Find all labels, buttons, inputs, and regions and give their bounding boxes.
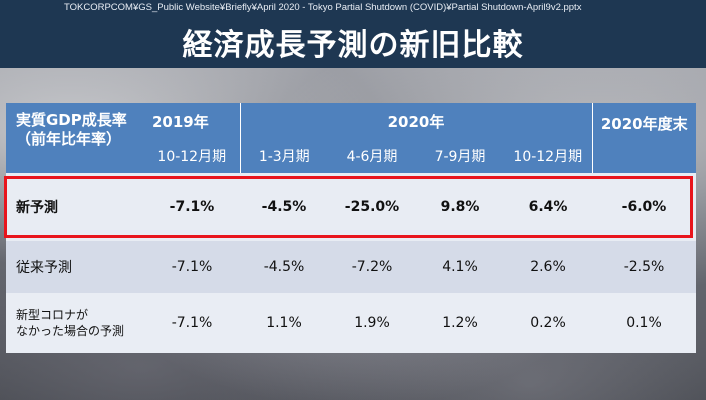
row-label: 従来予測 — [6, 241, 144, 293]
table-cell: -7.1% — [144, 293, 240, 353]
table-row-new-forecast: 新予測 -7.1% -4.5% -25.0% 9.8% 6.4% -6.0% — [6, 173, 696, 241]
table-cell: -4.5% — [240, 173, 328, 241]
table-cell: 1.2% — [416, 293, 504, 353]
table-row-no-covid-forecast: 新型コロナが なかった場合の予測 -7.1% 1.1% 1.9% 1.2% 0.… — [6, 293, 696, 353]
slide-title: 経済成長予測の新旧比較 — [182, 28, 524, 63]
table-cell: 0.2% — [504, 293, 592, 353]
table-cell: -4.5% — [240, 241, 328, 293]
table-cell: -25.0% — [328, 173, 416, 241]
table-cell: 9.8% — [416, 173, 504, 241]
table-cell: 6.4% — [504, 173, 592, 241]
table-row-previous-forecast: 従来予測 -7.1% -4.5% -7.2% 4.1% 2.6% -2.5% — [6, 241, 696, 293]
row-label: 新型コロナが なかった場合の予測 — [6, 293, 144, 353]
table-cell: 1.9% — [328, 293, 416, 353]
table-cell: -7.1% — [144, 173, 240, 241]
table-cell: 2.6% — [504, 241, 592, 293]
gdp-comparison-table: 実質GDP成長率 （前年比年率） 2019年 2020年 2020年度末 10-… — [6, 103, 696, 353]
table-header-row: 実質GDP成長率 （前年比年率） 2019年 2020年 2020年度末 — [6, 103, 696, 173]
row-label-line1: 新型コロナが — [16, 308, 89, 322]
table-cell: 1.1% — [240, 293, 328, 353]
slide-header: TOKCORPCOM¥GS_Public Website¥Briefly¥Apr… — [0, 0, 706, 68]
table-cell: -2.5% — [592, 241, 696, 293]
period-header: 10-12月期 — [144, 139, 240, 173]
row-label: 新予測 — [6, 173, 144, 241]
period-header-row: 10-12月期 1-3月期 4-6月期 7-9月期 10-12月期 — [6, 139, 696, 173]
period-header: 4-6月期 — [328, 139, 416, 173]
metric-label-line2: （前年比年率） — [16, 130, 122, 148]
period-header: 10-12月期 — [504, 139, 592, 173]
table-cell: -6.0% — [592, 173, 696, 241]
highlight-box — [4, 176, 693, 238]
table-cell: 4.1% — [416, 241, 504, 293]
table-cell: -7.2% — [328, 241, 416, 293]
period-header: 7-9月期 — [416, 139, 504, 173]
table-cell: 0.1% — [592, 293, 696, 353]
fiscal-2020-header: 2020年度末 — [591, 103, 696, 173]
year-2020-header: 2020年 — [239, 103, 592, 139]
file-path-text: TOKCORPCOM¥GS_Public Website¥Briefly¥Apr… — [64, 2, 582, 13]
year-2019-header: 2019年 — [144, 103, 240, 139]
metric-label-line1: 実質GDP成長率 — [16, 111, 127, 129]
period-header: 1-3月期 — [239, 139, 328, 173]
metric-header-cell: 実質GDP成長率 （前年比年率） — [6, 103, 144, 173]
row-label-line2: なかった場合の予測 — [16, 324, 125, 338]
table-cell: -7.1% — [144, 241, 240, 293]
